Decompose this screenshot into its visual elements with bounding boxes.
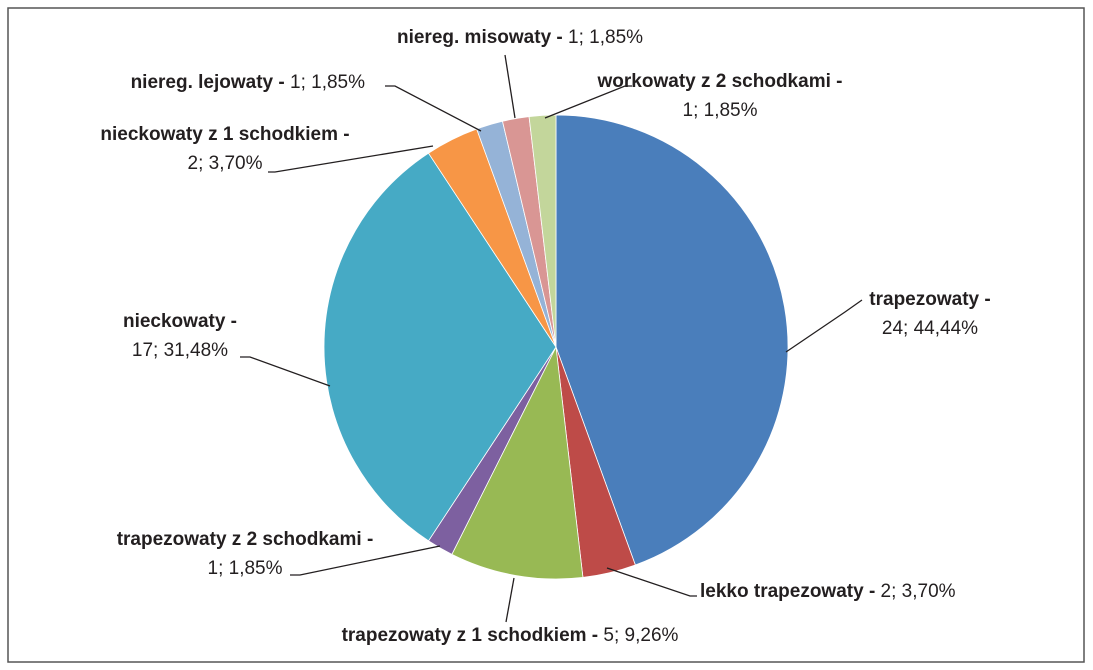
value-label: 2; 3,70%	[875, 581, 955, 602]
value-label: 1; 1,85%	[208, 558, 283, 579]
category-label: trapezowaty z 2 schodkami -	[117, 529, 374, 550]
value-label: 17; 31,48%	[132, 340, 228, 361]
pie-slice	[528, 114, 557, 348]
category-label: niereg. misowaty -	[397, 27, 563, 48]
category-label: niereg. lejowaty -	[131, 72, 285, 93]
leader-line	[385, 85, 482, 132]
category-label: trapezowaty -	[869, 289, 990, 310]
data-label: niereg. lejowaty - 1; 1,85%	[131, 72, 366, 93]
leader-line	[544, 85, 632, 119]
category-label: nieckowaty -	[123, 311, 237, 332]
pie-slice	[451, 345, 584, 580]
leader-line	[606, 567, 697, 597]
leader-line	[785, 299, 863, 353]
leader-line	[504, 54, 516, 119]
leader-line	[240, 356, 331, 387]
value-label: 1; 1,85%	[285, 72, 365, 93]
value-label: 1; 1,85%	[683, 100, 758, 121]
category-label: trapezowaty z 1 schodkiem -	[342, 625, 599, 646]
category-label: lekko trapezowaty -	[700, 581, 875, 602]
value-label: 1; 1,85%	[563, 27, 643, 48]
value-label: 5; 9,26%	[598, 625, 678, 646]
leader-line	[290, 545, 441, 576]
value-label: 24; 44,44%	[882, 318, 978, 339]
category-label: workowaty z 2 schodkami -	[597, 71, 843, 92]
data-label: trapezowaty z 1 schodkiem - 5; 9,26%	[342, 625, 679, 646]
data-label: lekko trapezowaty - 2; 3,70%	[700, 581, 956, 602]
leader-line	[268, 145, 434, 173]
value-label: 2; 3,70%	[188, 153, 263, 174]
pie-slice	[555, 114, 789, 566]
category-label: nieckowaty z 1 schodkiem -	[100, 124, 349, 145]
data-label: niereg. misowaty - 1; 1,85%	[397, 27, 643, 48]
pie-slice	[323, 152, 557, 542]
leader-line	[505, 577, 515, 623]
